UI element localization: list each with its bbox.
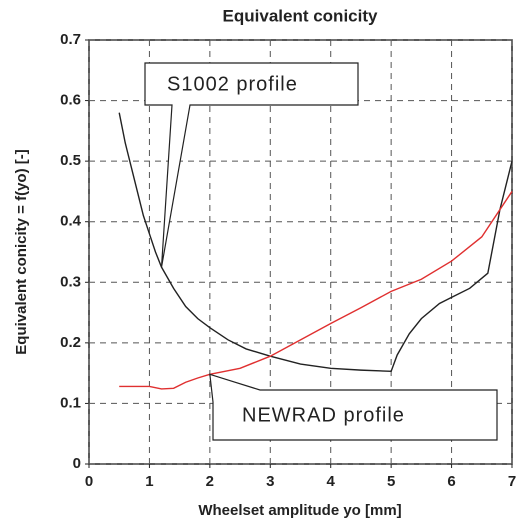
data-line [119,191,513,390]
data-line [118,112,513,373]
x-tick-label: 0 [85,473,93,490]
y-tick-label: 0.5 [60,152,81,169]
y-axis-label: Equivalent conicity = f(yo) [-] [13,149,30,354]
y-tick-label: 0.6 [60,92,81,109]
y-tick-label: 0 [73,455,81,472]
y-tick-label: 0.4 [60,213,82,230]
x-tick-label: 5 [387,473,395,490]
callout-text: NEWRAD profile [242,404,405,426]
x-axis-label: Wheelset amplitude yo [mm] [198,502,401,519]
x-tick-label: 6 [447,473,455,490]
x-tick-label: 2 [206,473,214,490]
x-tick-label: 7 [508,473,516,490]
x-tick-label: 4 [327,473,336,490]
callout-text: S1002 profile [167,73,298,95]
y-tick-label: 0.1 [60,394,81,411]
callout-box [209,373,498,441]
y-tick-label: 0.3 [60,273,81,290]
chart-title: Equivalent conicity [223,6,378,25]
callout-box [144,62,359,268]
x-tick-label: 1 [145,473,153,490]
y-tick-label: 0.2 [60,334,81,351]
x-tick-label: 3 [266,473,274,490]
y-tick-label: 0.7 [60,31,81,48]
